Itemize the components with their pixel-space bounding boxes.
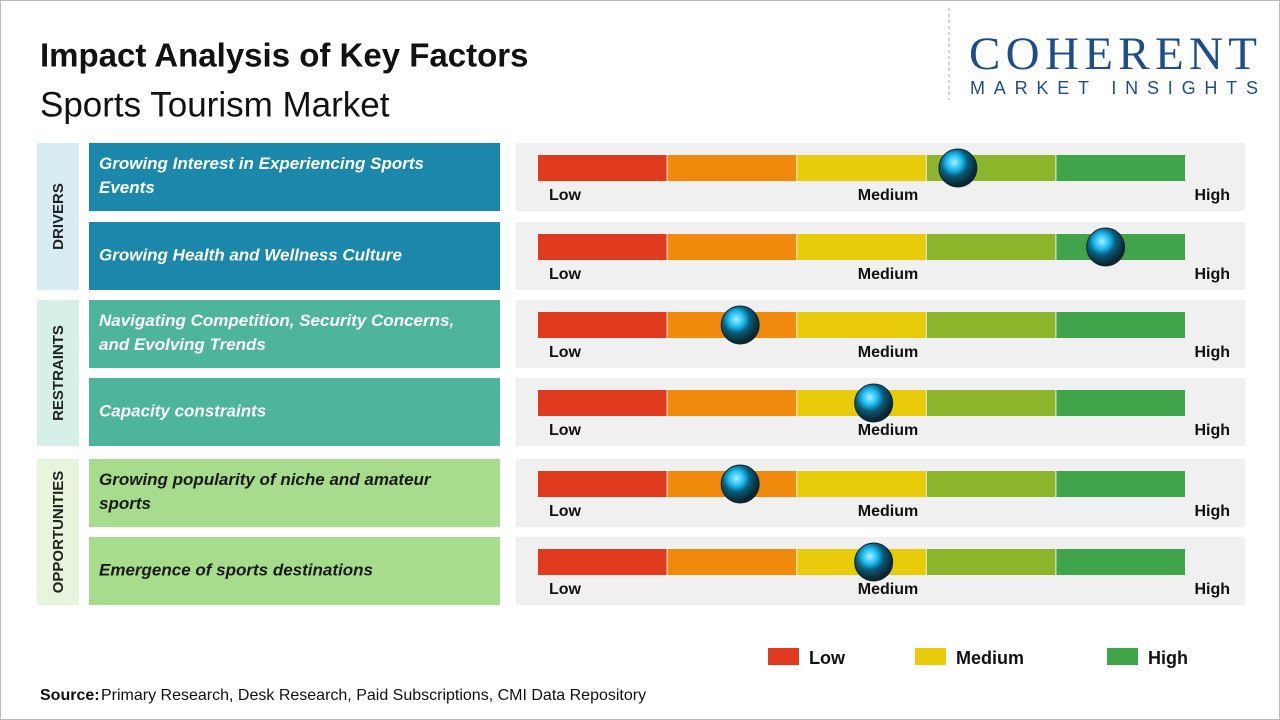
impact-knob <box>854 542 894 582</box>
scale-label: High <box>1194 266 1230 283</box>
scale-segment <box>538 390 667 416</box>
legend-swatch <box>915 648 946 665</box>
scale-segment <box>538 234 667 260</box>
scale-segment <box>797 155 926 181</box>
scale-label: Low <box>549 344 582 361</box>
legend-label: High <box>1148 648 1188 668</box>
factor-label: Emergence of sports destinations <box>99 560 373 579</box>
factor-label: Capacity constraints <box>99 401 266 420</box>
scale-segment <box>797 234 926 260</box>
scale-label: Low <box>549 187 582 204</box>
factor-box <box>89 222 500 290</box>
scale-segment <box>926 312 1056 338</box>
scale-segment <box>538 312 667 338</box>
scale-label: High <box>1194 581 1230 598</box>
scale-label: High <box>1194 422 1230 439</box>
scale-segment <box>667 549 797 575</box>
scale-segment <box>1056 549 1185 575</box>
impact-knob <box>720 464 760 504</box>
subtitle: Sports Tourism Market <box>40 85 390 124</box>
scale-segment <box>1056 471 1185 497</box>
factor-box <box>89 300 500 368</box>
scale-segment <box>538 155 667 181</box>
title: Impact Analysis of Key Factors <box>40 37 528 74</box>
scale-label: Medium <box>858 344 918 361</box>
legend-swatch <box>1107 648 1138 665</box>
factor-label: Navigating Competition, Security Concern… <box>99 311 454 354</box>
impact-knob <box>720 305 760 345</box>
scale-label: Medium <box>858 266 918 283</box>
group-label: DRIVERS <box>50 183 67 250</box>
scale-segment <box>797 471 926 497</box>
impact-knob <box>854 383 894 423</box>
factor-box <box>89 459 500 527</box>
source-label: Source: <box>40 687 100 704</box>
group-band <box>37 300 79 446</box>
scale-label: Medium <box>858 422 918 439</box>
scale-segment <box>926 471 1056 497</box>
impact-knob <box>938 148 978 188</box>
scale-label: Low <box>549 266 582 283</box>
scale-label: Low <box>549 422 582 439</box>
scale-segment <box>797 312 926 338</box>
scale-segment <box>1056 155 1185 181</box>
scale-segment <box>538 471 667 497</box>
logo-tagline: MARKET INSIGHTS <box>970 78 1258 98</box>
scale-segment <box>667 234 797 260</box>
legend-label: Low <box>809 648 846 668</box>
group-label: RESTRAINTS <box>50 325 67 421</box>
scale-label: High <box>1194 187 1230 204</box>
scale-segment <box>667 390 797 416</box>
impact-knob <box>1086 227 1126 267</box>
factor-label: Growing Health and Wellness Culture <box>99 245 402 264</box>
scale-segment <box>667 155 797 181</box>
scale-segment <box>926 390 1056 416</box>
group-band <box>37 143 79 290</box>
scale-segment <box>926 549 1056 575</box>
scale-segment <box>538 549 667 575</box>
scale-label: Medium <box>858 581 918 598</box>
legend-label: Medium <box>956 648 1024 668</box>
legend-swatch <box>768 648 799 665</box>
factor-box <box>89 537 500 605</box>
factor-box <box>89 143 500 211</box>
group-label: OPPORTUNITIES <box>50 471 67 594</box>
scale-segment <box>926 234 1056 260</box>
source-text: Primary Research, Desk Research, Paid Su… <box>101 687 646 704</box>
scale-label: Medium <box>858 503 918 520</box>
scale-label: High <box>1194 344 1230 361</box>
scale-label: Medium <box>858 187 918 204</box>
scale-label: Low <box>549 503 582 520</box>
group-band <box>37 459 79 605</box>
scale-label: Low <box>549 581 582 598</box>
factor-box <box>89 378 500 446</box>
factor-label: Growing Interest in Experiencing Sports E… <box>99 154 424 197</box>
scale-label: High <box>1194 503 1230 520</box>
scale-segment <box>1056 312 1185 338</box>
factor-label: Growing popularity of niche and amateur s… <box>99 470 432 513</box>
scale-segment <box>1056 390 1185 416</box>
